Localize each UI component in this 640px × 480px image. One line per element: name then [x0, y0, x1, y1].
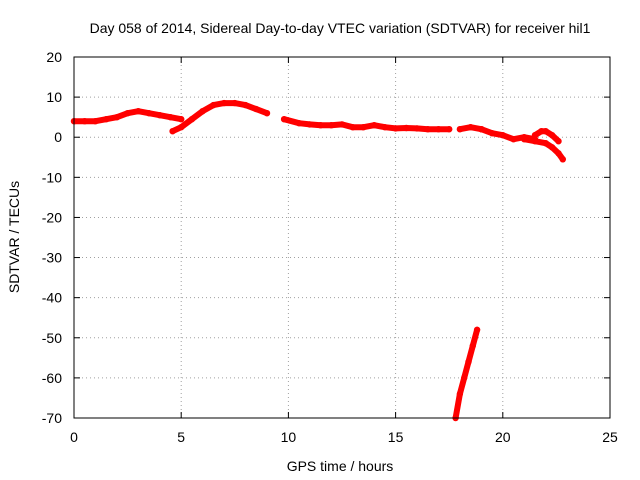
y-tick-label: 20: [46, 49, 62, 65]
data-point: [531, 138, 539, 145]
y-tick-label: -20: [42, 209, 62, 225]
plot-frame: [73, 56, 611, 419]
data-point: [169, 128, 176, 135]
grid: [74, 57, 610, 418]
y-tick-label: -10: [42, 169, 62, 185]
data-point: [478, 126, 485, 133]
series-track-c: [280, 116, 453, 133]
data-point: [531, 132, 539, 139]
chart-title: Day 058 of 2014, Sidereal Day-to-day VTE…: [90, 20, 591, 36]
series-track-f: [521, 136, 566, 163]
data-point: [424, 126, 431, 133]
x-axis-title: GPS time / hours: [287, 458, 394, 474]
data-point: [263, 110, 271, 117]
data-point: [178, 124, 185, 131]
data-point: [360, 124, 367, 131]
data-point: [456, 126, 464, 133]
y-axis-title: SDTVAR / TECUs: [6, 181, 22, 293]
y-tick-label: 10: [46, 89, 62, 105]
data-point: [413, 125, 421, 132]
data-point: [392, 125, 399, 132]
series-line: [281, 116, 453, 133]
data-point: [456, 390, 464, 398]
data-point: [167, 114, 174, 121]
data-point: [469, 342, 476, 349]
data-point: [461, 374, 468, 382]
x-tick-label: 10: [281, 429, 297, 445]
series-line: [169, 100, 270, 135]
data-point: [188, 116, 196, 123]
data-point: [210, 101, 217, 109]
data-point: [499, 132, 506, 139]
data-point: [103, 116, 110, 123]
data-point: [446, 126, 453, 133]
y-tick-label: -70: [42, 410, 62, 426]
data-point: [199, 108, 206, 115]
data-point: [473, 326, 481, 333]
data-point: [521, 136, 528, 143]
data-point: [371, 122, 378, 129]
y-tick-label: -40: [42, 290, 62, 306]
x-tick-label: 0: [70, 429, 78, 445]
data-point: [145, 110, 153, 117]
data-point: [548, 144, 556, 151]
data-point: [81, 118, 88, 125]
x-tick-label: 20: [495, 429, 511, 445]
data-point: [555, 138, 562, 145]
ticks: 0 5 10 15 20 25 -70 -60 -50 -40 -30 -20 -10 0 10 20: [42, 49, 618, 445]
data-point: [92, 118, 99, 125]
data-point: [435, 126, 442, 133]
data-point: [242, 101, 249, 109]
data-point: [510, 136, 517, 143]
data-point: [542, 128, 549, 135]
data-point: [135, 108, 142, 115]
data-point: [280, 116, 288, 123]
series-layer: [70, 99, 566, 422]
series-track-a: [70, 108, 185, 125]
data-point: [465, 358, 472, 365]
data-point: [317, 122, 324, 129]
data-point: [156, 112, 163, 119]
data-point: [548, 132, 556, 139]
data-point: [488, 130, 496, 137]
data-point: [381, 124, 389, 131]
data-point: [220, 99, 228, 107]
data-point: [328, 122, 335, 129]
y-tick-label: 0: [54, 129, 62, 145]
data-point: [231, 99, 238, 107]
data-point: [542, 140, 549, 147]
data-point: [295, 120, 303, 127]
data-point: [559, 156, 566, 163]
data-point: [113, 114, 121, 121]
data-point: [124, 110, 131, 117]
data-point: [338, 121, 346, 128]
y-tick-label: -30: [42, 250, 62, 266]
x-tick-label: 25: [602, 429, 618, 445]
data-point: [306, 121, 313, 128]
y-tick-label: -60: [42, 370, 62, 386]
series-track-b: [169, 99, 271, 135]
data-point: [467, 124, 474, 131]
data-point: [178, 116, 185, 123]
series-track-g: [531, 128, 562, 145]
data-point: [555, 150, 562, 157]
data-point: [349, 124, 356, 131]
y-tick-label: -50: [42, 330, 62, 346]
data-point: [253, 105, 260, 113]
x-tick-label: 15: [388, 429, 404, 445]
data-point: [403, 124, 410, 132]
x-tick-label: 5: [177, 429, 185, 445]
series-track-h: [452, 326, 481, 422]
